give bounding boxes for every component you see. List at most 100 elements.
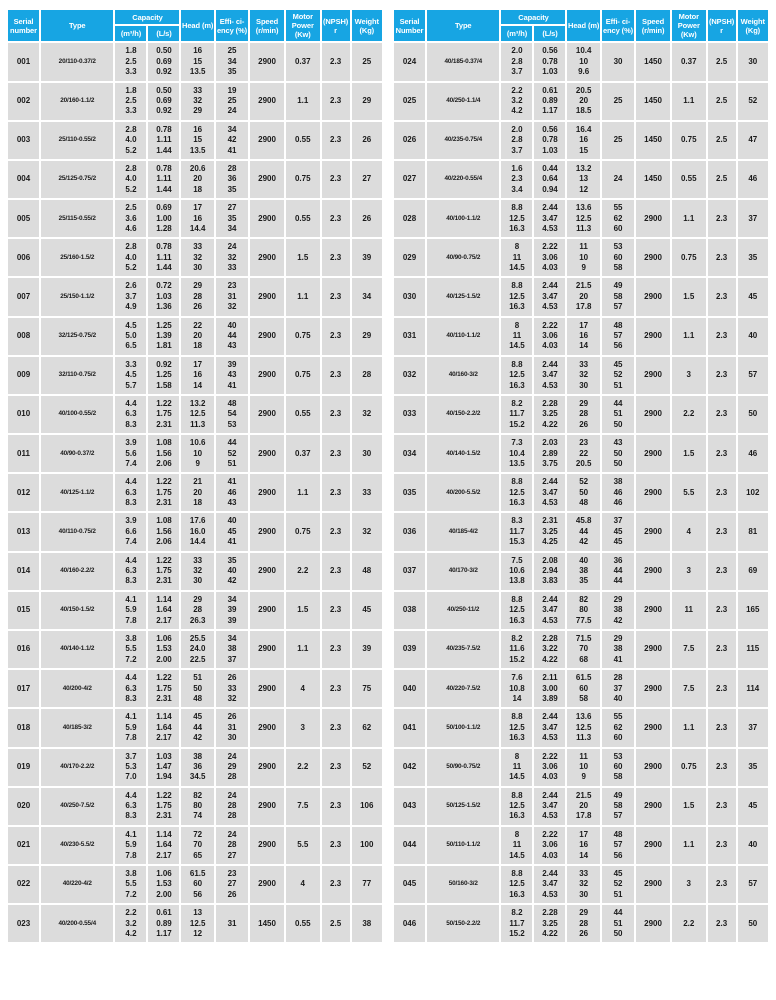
table-row[interactable]: 007 25/150-1.1/2 2.6 3.7 4.9 0.72 1.03 1.36 29 28… [8,278,382,316]
cell-capacity-ls: 2.44 3.47 4.53 [534,474,566,512]
table-row[interactable]: 045 50/160-3/2 8.8 12.5 16.3 2.44 3.47 4.53 33 32… [394,866,768,904]
cell-capacity-ls-value: 4.53 [542,302,558,312]
table-row[interactable]: 023 40/200-0.55/4 2.2 3.2 4.2 0.61 0.89 1.17 13 1… [8,905,382,943]
cell-serial-number: 019 [8,748,39,786]
table-row[interactable]: 039 40/235-7.5/2 8.2 11.6 15.2 2.28 3.22 4.22 71… [394,631,768,669]
cell-efficiency-value: 28 [613,673,623,683]
table-row[interactable]: 028 40/100-1.1/2 8.8 12.5 16.3 2.44 3.47 4.53 13… [394,200,768,238]
table-row[interactable]: 037 40/170-3/2 7.5 10.6 13.8 2.08 2.94 3.83 40 38… [394,552,768,590]
table-row[interactable]: 038 40/250-11/2 8.8 12.5 16.3 2.44 3.47 4.53 82 8… [394,591,768,629]
table-row[interactable]: 036 40/185-4/2 8.3 11.7 15.3 2.31 3.25 4.25 45.8… [394,513,768,551]
table-row[interactable]: 001 20/110-0.37/2 1.8 2.5 3.3 0.50 0.69 0.92 16 1… [8,43,382,81]
table-row[interactable]: 025 40/250-1.1/4 2.2 3.2 4.2 0.61 0.89 1.17 20.5… [394,82,768,120]
cell-npsh: 2.3 [707,826,736,865]
cell-capacity-m3h-value: 5.6 [125,448,137,458]
table-row[interactable]: 040 40/220-7.5/2 7.6 10.8 14 2.11 3.00 3.89 61.5… [394,670,768,708]
cell-capacity-ls-value: 4.03 [542,341,558,351]
table-row[interactable]: 029 40/90-0.75/2 8 11 14.5 2.22 3.06 4.03 11 10 9 5… [394,239,768,277]
cell-motor-power: 1.1 [285,82,320,120]
cell-capacity-m3h-value: 12.5 [509,605,525,615]
table-row[interactable]: 032 40/160-3/2 8.8 12.5 16.3 2.44 3.47 4.53 33 32… [394,356,768,394]
cell-head: 20.5 20 18.5 [567,82,600,120]
cell-head-value: 9.6 [578,67,590,77]
cell-serial-number: 028 [394,200,425,238]
table-row[interactable]: 020 40/250-7.5/2 4.4 6.3 8.3 1.22 1.75 2.31 82 80… [8,787,382,825]
table-row[interactable]: 017 40/200-4/2 4.4 6.3 8.3 1.22 1.75 2.31 51 50 48… [8,670,382,708]
cell-efficiency-value: 29 [613,594,623,604]
cell-npsh: 2.3 [321,787,350,825]
cell-capacity-m3h-value: 12.5 [509,879,525,889]
table-row[interactable]: 035 40/200-5.5/2 8.8 12.5 16.3 2.44 3.47 4.53 52… [394,474,768,512]
cell-speed: 2900 [636,709,670,747]
cell-head-value: 17.8 [575,302,592,312]
table-row[interactable]: 041 50/100-1.1/2 8.8 12.5 16.3 2.44 3.47 4.53 13… [394,709,768,747]
table-row[interactable]: 003 25/110-0.55/2 2.8 4.0 5.2 0.78 1.11 1.44 16 1… [8,121,382,159]
cell-motor-power: 7.5 [671,631,706,669]
table-row[interactable]: 021 40/230-5.5/2 4.1 5.9 7.8 1.14 1.64 2.17 72 70… [8,826,382,865]
cell-capacity-m3h-value: 7.4 [125,537,137,547]
cell-npsh: 2.3 [707,631,736,669]
cell-npsh: 2.3 [707,200,736,238]
cell-capacity-ls-value: 1.14 [156,712,172,722]
cell-motor-power: 1.5 [671,787,706,825]
cell-capacity-m3h-value: 12.5 [509,487,525,497]
cell-head-value: 52 [579,477,589,487]
cell-type: 25/150-1.1/2 [41,278,114,316]
table-row[interactable]: 034 40/140-1.5/2 7.3 10.4 13.5 2.03 2.89 3.75 23… [394,435,768,473]
table-row[interactable]: 011 40/90-0.37/2 3.9 5.6 7.4 1.08 1.56 2.06 10.6… [8,435,382,473]
table-row[interactable]: 010 40/100-0.55/2 4.4 6.3 8.3 1.22 1.75 2.31 13.… [8,395,382,434]
cell-efficiency-value: 45 [227,526,237,536]
cell-capacity-m3h-value: 15.3 [509,537,525,547]
cell-serial-number: 010 [8,395,39,434]
cell-efficiency-value: 57 [613,331,623,341]
table-row[interactable]: 009 32/110-0.75/2 3.3 4.5 5.7 0.92 1.25 1.58 17 1… [8,356,382,394]
table-row[interactable]: 005 25/115-0.55/2 2.5 3.6 4.6 0.69 1.00 1.28 17 1… [8,200,382,238]
cell-type: 40/220-0.55/4 [427,160,500,199]
cell-npsh: 2.3 [321,317,350,355]
table-row[interactable]: 043 50/125-1.5/2 8.8 12.5 16.3 2.44 3.47 4.53 21… [394,787,768,825]
header-type: Type [41,10,114,42]
cell-head-value: 44 [579,526,589,536]
cell-capacity-ls-value: 3.25 [542,526,558,536]
cell-capacity-m3h-value: 5.9 [125,722,137,732]
table-row[interactable]: 046 50/150-2.2/2 8.2 11.7 15.2 2.28 3.25 4.22 29… [394,905,768,943]
cell-head-value: 38 [579,566,589,576]
table-row[interactable]: 026 40/235-0.75/4 2.0 2.8 3.7 0.56 0.78 1.03 16.… [394,121,768,159]
cell-type: 40/90-0.37/2 [41,435,114,473]
table-row[interactable]: 031 40/110-1.1/2 8 11 14.5 2.22 3.06 4.03 17 16 14… [394,317,768,355]
cell-weight: 37 [737,709,768,747]
header-npsh-line2: r [334,25,337,35]
table-row[interactable]: 042 50/90-0.75/2 8 11 14.5 2.22 3.06 4.03 11 10 9 5… [394,748,768,786]
table-row[interactable]: 016 40/140-1.1/2 3.8 5.5 7.2 1.06 1.53 2.00 25.5… [8,631,382,669]
table-row[interactable]: 006 25/160-1.5/2 2.8 4.0 5.2 0.78 1.11 1.44 33 32… [8,239,382,277]
cell-serial-number: 035 [394,474,425,512]
cell-speed: 2900 [636,239,670,277]
cell-capacity-ls-value: 0.94 [542,184,558,194]
cell-capacity-ls-value: 0.92 [156,67,172,77]
header-weight-line1: Weight [354,16,379,26]
table-row[interactable]: 014 40/160-2.2/2 4.4 6.3 8.3 1.22 1.75 2.31 33 32… [8,552,382,590]
table-row[interactable]: 030 40/125-1.5/2 8.8 12.5 16.3 2.44 3.47 4.53 21… [394,278,768,316]
table-row[interactable]: 044 50/110-1.1/2 8 11 14.5 2.22 3.06 4.03 17 16 14… [394,826,768,865]
table-row[interactable]: 019 40/170-2.2/2 3.7 5.3 7.0 1.03 1.47 1.94 38 36… [8,748,382,786]
table-row[interactable]: 008 32/125-0.75/2 4.5 5.0 6.5 1.25 1.39 1.81 22 2… [8,317,382,355]
cell-capacity-m3h: 4.1 5.9 7.8 [115,591,147,629]
table-row[interactable]: 002 20/160-1.1/2 1.8 2.5 3.3 0.50 0.69 0.92 33 32… [8,82,382,120]
cell-capacity-ls-value: 0.69 [156,56,172,66]
table-row[interactable]: 033 40/150-2.2/2 8.2 11.7 15.2 2.28 3.25 4.22 29… [394,395,768,434]
cell-type: 40/100-1.1/2 [427,200,500,238]
table-row[interactable]: 004 25/125-0.75/2 2.8 4.0 5.2 0.78 1.11 1.44 20.… [8,160,382,199]
table-row[interactable]: 013 40/110-0.75/2 3.9 6.6 7.4 1.08 1.56 2.06 17.… [8,513,382,551]
cell-motor-power: 0.75 [671,239,706,277]
cell-weight: 69 [737,552,768,590]
table-row[interactable]: 018 40/185-3/2 4.1 5.9 7.8 1.14 1.64 2.17 45 44 42… [8,709,382,747]
table-row[interactable]: 012 40/125-1.1/2 4.4 6.3 8.3 1.22 1.75 2.31 21 20… [8,474,382,512]
table-row[interactable]: 024 40/185-0.37/4 2.0 2.8 3.7 0.56 0.78 1.03 10.… [394,43,768,81]
table-row[interactable]: 022 40/220-4/2 3.8 5.5 7.2 1.06 1.53 2.00 61.5 60… [8,866,382,904]
table-row[interactable]: 027 40/220-0.55/4 1.6 2.3 3.4 0.44 0.64 0.94 13.… [394,160,768,199]
table-row[interactable]: 015 40/150-1.5/2 4.1 5.9 7.8 1.14 1.64 2.17 29 28… [8,591,382,629]
cell-capacity-ls-value: 1.75 [156,801,172,811]
cell-type: 40/160-2.2/2 [41,552,114,590]
cell-efficiency: 49 58 57 [601,278,635,316]
cell-head-value: 16 [193,213,203,223]
